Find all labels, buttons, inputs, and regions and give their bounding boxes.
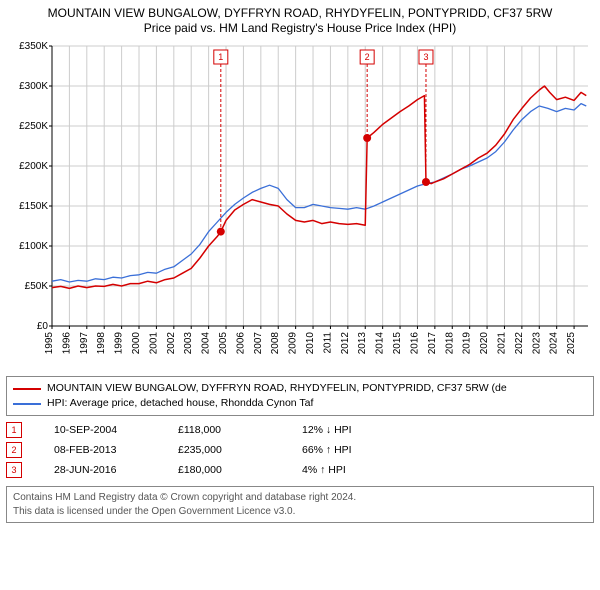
svg-text:2005: 2005 [218,332,229,355]
event-pct: 12% ↓ HPI [302,424,394,436]
svg-text:1998: 1998 [96,332,107,355]
svg-text:£0: £0 [37,321,49,332]
event-row: 3 28-JUN-2016 £180,000 4% ↑ HPI [6,460,594,480]
title-line-1: MOUNTAIN VIEW BUNGALOW, DYFFRYN ROAD, RH… [6,6,594,21]
event-price: £180,000 [178,464,270,476]
event-date: 28-JUN-2016 [54,464,146,476]
legend-item-property: MOUNTAIN VIEW BUNGALOW, DYFFRYN ROAD, RH… [13,381,587,396]
svg-text:2013: 2013 [357,332,368,355]
svg-text:2021: 2021 [496,332,507,355]
svg-text:1999: 1999 [114,332,125,355]
svg-text:2015: 2015 [392,332,403,355]
svg-text:£100K: £100K [19,241,48,252]
svg-text:3: 3 [423,52,428,62]
svg-text:2016: 2016 [409,332,420,355]
event-date: 10-SEP-2004 [54,424,146,436]
event-price: £235,000 [178,444,270,456]
price-events-table: 1 10-SEP-2004 £118,000 12% ↓ HPI 2 08-FEB-201… [6,420,594,480]
footer-line-2: This data is licensed under the Open Gov… [13,505,587,519]
svg-text:2012: 2012 [340,332,351,355]
svg-text:2024: 2024 [549,332,560,355]
svg-text:2018: 2018 [444,332,455,355]
svg-text:1: 1 [218,52,223,62]
event-date: 08-FEB-2013 [54,444,146,456]
title-line-2: Price paid vs. HM Land Registry's House … [6,21,594,36]
svg-text:2020: 2020 [479,332,490,355]
legend-swatch-property [13,388,41,390]
event-pct: 66% ↑ HPI [302,444,394,456]
svg-text:2006: 2006 [235,332,246,355]
svg-text:£150K: £150K [19,201,48,212]
svg-text:2009: 2009 [288,332,299,355]
svg-text:2025: 2025 [566,332,577,355]
svg-text:2002: 2002 [166,332,177,355]
svg-text:2014: 2014 [375,332,386,355]
svg-text:£50K: £50K [25,281,49,292]
price-hpi-chart: £0 £50K £100K £150K £200K £250K £300K £350K 1995… [6,40,594,370]
svg-text:2022: 2022 [514,332,525,355]
svg-text:2007: 2007 [253,332,264,355]
svg-text:£300K: £300K [19,81,48,92]
svg-text:2008: 2008 [270,332,281,355]
svg-text:2023: 2023 [531,332,542,355]
svg-text:1997: 1997 [79,332,90,355]
svg-text:£250K: £250K [19,121,48,132]
chart-container: MOUNTAIN VIEW BUNGALOW, DYFFRYN ROAD, RH… [6,6,594,523]
svg-text:2003: 2003 [183,332,194,355]
event-pct: 4% ↑ HPI [302,464,394,476]
event-row: 2 08-FEB-2013 £235,000 66% ↑ HPI [6,440,594,460]
svg-text:1996: 1996 [61,332,72,355]
svg-text:2017: 2017 [427,332,438,355]
svg-text:1995: 1995 [44,332,55,355]
attribution-footer: Contains HM Land Registry data © Crown c… [6,486,594,523]
legend-swatch-hpi [13,403,41,405]
svg-text:2000: 2000 [131,332,142,355]
legend: MOUNTAIN VIEW BUNGALOW, DYFFRYN ROAD, RH… [6,376,594,416]
event-marker: 2 [6,442,22,458]
svg-text:2011: 2011 [322,332,333,354]
svg-text:2: 2 [365,52,370,62]
svg-text:£200K: £200K [19,161,48,172]
legend-label-hpi: HPI: Average price, detached house, Rhon… [47,396,313,411]
event-price: £118,000 [178,424,270,436]
event-row: 1 10-SEP-2004 £118,000 12% ↓ HPI [6,420,594,440]
legend-label-property: MOUNTAIN VIEW BUNGALOW, DYFFRYN ROAD, RH… [47,381,507,396]
event-marker: 3 [6,462,22,478]
svg-text:2010: 2010 [305,332,316,355]
svg-text:2001: 2001 [148,332,159,355]
svg-text:2019: 2019 [462,332,473,355]
legend-item-hpi: HPI: Average price, detached house, Rhon… [13,396,587,411]
event-marker: 1 [6,422,22,438]
chart-title: MOUNTAIN VIEW BUNGALOW, DYFFRYN ROAD, RH… [6,6,594,36]
footer-line-1: Contains HM Land Registry data © Crown c… [13,491,587,505]
svg-text:2004: 2004 [201,332,212,355]
svg-text:£350K: £350K [19,41,48,52]
